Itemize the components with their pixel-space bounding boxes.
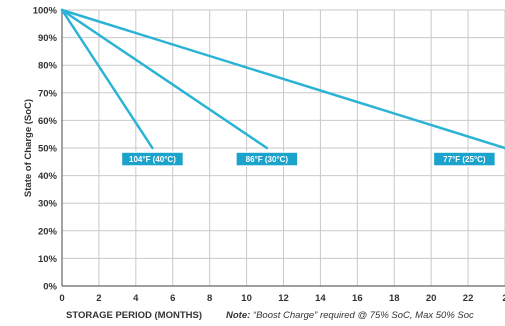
y-axis-title: State of Charge (SoC) <box>23 99 34 197</box>
x-tick-label: 16 <box>352 293 363 304</box>
x-tick-label: 2 <box>96 293 101 304</box>
y-tick-label: 0% <box>43 282 57 293</box>
y-tick-label: 70% <box>38 88 58 99</box>
x-tick-label: 22 <box>463 293 474 304</box>
y-tick-label: 10% <box>38 254 58 265</box>
x-tick-label: 6 <box>170 293 175 304</box>
series-line-3 <box>60 8 505 150</box>
series-label-text: 77°F (25°C) <box>443 155 486 164</box>
y-tick-label: 60% <box>38 116 58 127</box>
x-tick-label: 4 <box>133 293 139 304</box>
series-label-text: 86°F (30°C) <box>246 155 289 164</box>
y-tick-label: 80% <box>38 61 58 72</box>
series-label-box <box>120 151 185 167</box>
series-line-1 <box>60 8 154 150</box>
chart-note-text: “Boost Charge” required @ 75% SoC, Max 5… <box>250 310 474 321</box>
series-label-3: 77°F (25°C) <box>432 151 497 167</box>
x-tick-label: 2 <box>502 293 505 304</box>
y-tick-label: 100% <box>33 6 58 17</box>
y-tick-label: 30% <box>38 199 58 210</box>
x-axis-title: STORAGE PERIOD (MONTHS) <box>66 310 202 321</box>
chart-note-label: Note: <box>226 310 250 321</box>
y-tick-label: 20% <box>38 226 58 237</box>
y-tick-label: 40% <box>38 171 58 182</box>
series-label-2: 86°F (30°C) <box>235 151 299 167</box>
y-tick-label: 50% <box>38 144 58 155</box>
y-tick-label: 90% <box>38 33 58 44</box>
x-tick-label: 8 <box>207 293 212 304</box>
x-tick-label: 18 <box>389 293 400 304</box>
x-tick-label: 0 <box>59 293 64 304</box>
series-label-text: 104°F (40°C) <box>129 155 176 164</box>
series-label-box <box>235 151 299 167</box>
series-label-box <box>432 151 497 167</box>
series-line-2 <box>60 8 269 150</box>
series-label-1: 104°F (40°C) <box>120 151 185 167</box>
x-tick-label: 10 <box>241 293 252 304</box>
chart-note: Note: “Boost Charge” required @ 75% SoC,… <box>226 310 474 321</box>
x-tick-label: 12 <box>278 293 289 304</box>
x-tick-label: 14 <box>315 293 326 304</box>
x-tick-label: 20 <box>426 293 437 304</box>
